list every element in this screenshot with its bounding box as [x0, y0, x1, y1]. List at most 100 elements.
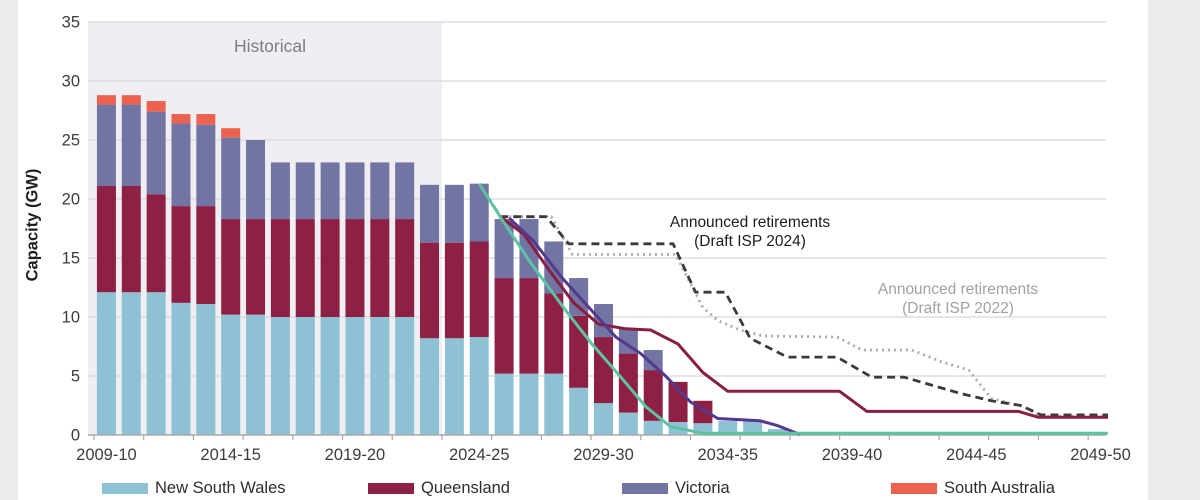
bar-segment [96, 292, 116, 435]
x-tick-label-2034-35: 2034-35 [697, 446, 758, 464]
bar-segment [320, 162, 340, 220]
bar-segment [171, 114, 191, 124]
isp-2024-label-line2: (Draft ISP 2024) [694, 233, 806, 250]
bar-segment [544, 373, 564, 435]
announced-retirements-isp-2022-label: Announced retirements (Draft ISP 2022) [850, 280, 1066, 318]
announced-retirements-isp-2024-label: Announced retirements (Draft ISP 2024) [642, 213, 858, 251]
bar-segment [270, 162, 290, 220]
y-tick-label-0: 0 [71, 427, 80, 445]
isp-2024-label-line1: Announced retirements [669, 214, 831, 231]
x-tick-label-2049-50: 2049-50 [1070, 446, 1131, 464]
y-axis-title: Capacity (GW) [23, 168, 42, 282]
line-announced-retirements-draft-isp-2022 [478, 182, 1108, 418]
legend-label-victoria: Victoria [675, 478, 730, 497]
bar-segment [246, 314, 266, 435]
bar-segment [444, 242, 464, 339]
legend-swatch-victoria [622, 482, 668, 494]
bar-segment [196, 114, 216, 125]
x-tick-label-2014-15: 2014-15 [200, 446, 261, 464]
bar-segment [395, 317, 415, 435]
legend-item-new-south-wales: New South Wales [102, 478, 286, 498]
bar-segment [196, 304, 216, 435]
y-tick-labels: 0 5 10 15 20 25 30 35 [62, 14, 80, 445]
bar-segment [270, 317, 290, 435]
bar-segment [295, 317, 315, 435]
bar-segment [96, 95, 116, 105]
bar-segment [121, 186, 141, 293]
bar-segment [320, 317, 340, 435]
bar-segment [618, 353, 638, 413]
y-tick-label-10: 10 [62, 309, 80, 327]
line-maroon-trajectory [499, 215, 1108, 419]
x-tick-labels: 2009-10 2014-15 2019-20 2024-25 2029-30 2034-… [76, 446, 1131, 464]
bar-segment [96, 186, 116, 293]
bar-segment [494, 373, 514, 435]
bar-segment [569, 387, 589, 435]
bar-segment [320, 219, 340, 317]
bar-segment [519, 373, 539, 435]
bar-segment [146, 292, 166, 435]
bar-segment [469, 183, 489, 242]
legend-label-queensland: Queensland [421, 478, 510, 497]
stacked-bars [96, 95, 787, 435]
bar-segment [171, 302, 191, 435]
bar-segment [246, 219, 266, 315]
bar-segment [295, 219, 315, 317]
x-tick-label-2009-10: 2009-10 [76, 446, 137, 464]
historical-label-text: Historical [234, 36, 306, 56]
bar-segment [519, 278, 539, 374]
bar-segment [494, 278, 514, 374]
bar-segment [221, 137, 241, 220]
isp-2022-label-line2: (Draft ISP 2022) [902, 300, 1014, 317]
x-tick-label-2039-40: 2039-40 [822, 446, 883, 464]
bar-segment [221, 128, 241, 138]
bar-segment [295, 162, 315, 220]
bar-segment [618, 412, 638, 435]
legend-label-new-south-wales: New South Wales [155, 478, 286, 497]
bar-segment [743, 420, 763, 435]
bar-segment [121, 292, 141, 435]
bar-segment [270, 219, 290, 317]
bar-segment [420, 184, 440, 243]
bar-segment [246, 140, 266, 220]
bar-segment [146, 194, 166, 293]
bar-segment [146, 101, 166, 112]
y-tick-label-30: 30 [62, 73, 80, 91]
y-tick-label-5: 5 [71, 368, 80, 386]
bar-segment [196, 206, 216, 305]
legend-item-queensland: Queensland [368, 478, 510, 498]
bar-segment [395, 162, 415, 220]
bar-segment [171, 123, 191, 207]
legend-swatch-queensland [368, 482, 414, 494]
bar-segment [370, 219, 390, 317]
bar-segment [693, 423, 713, 435]
legend-swatch-south-australia [891, 482, 937, 494]
x-tick-label-2019-20: 2019-20 [325, 446, 386, 464]
bar-segment [370, 162, 390, 220]
line-announced-retirements-draft-isp-2024 [478, 182, 1108, 417]
bar-segment [96, 104, 116, 187]
bar-segment [594, 337, 613, 404]
bar-segment [420, 242, 440, 339]
bar-segment [121, 95, 141, 105]
bar-segment [718, 420, 738, 435]
bar-segment [643, 420, 663, 435]
bar-segment [544, 293, 564, 374]
page-right-gray-band [1148, 0, 1200, 500]
line-purple-trajectory [508, 216, 801, 436]
bar-segment [444, 184, 464, 243]
bar-segment [221, 314, 241, 435]
line-teal-trajectory [477, 182, 1108, 435]
legend-swatch-new-south-wales [102, 482, 148, 494]
bar-segment [594, 403, 613, 435]
bar-segment [221, 219, 241, 315]
bar-segment [345, 317, 365, 435]
x-tick-label-2029-30: 2029-30 [573, 446, 634, 464]
y-tick-label-15: 15 [62, 250, 80, 268]
y-tick-label-35: 35 [62, 14, 80, 32]
bar-segment [643, 350, 663, 371]
bar-segment [345, 162, 365, 220]
bar-segment [444, 338, 464, 435]
